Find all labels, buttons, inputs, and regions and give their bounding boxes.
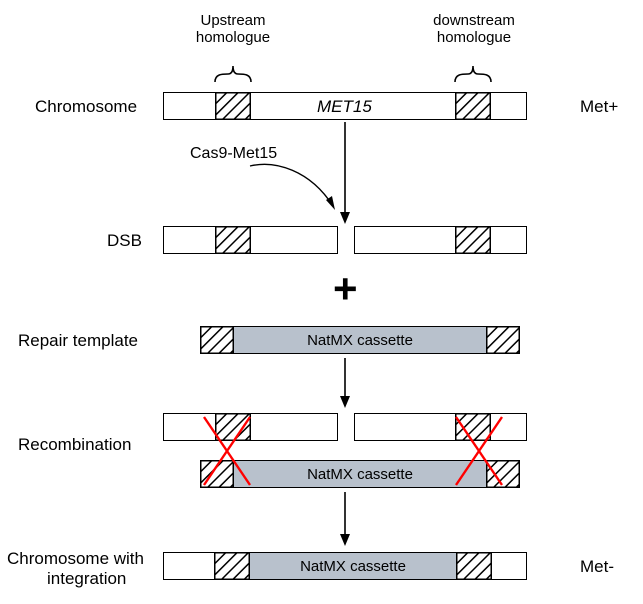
downstream-brace [454, 56, 492, 86]
final-right-flank [491, 552, 527, 580]
plus-sign: + [333, 268, 358, 310]
recombination-label: Recombination [18, 435, 131, 455]
met-plus-label: Met+ [580, 97, 618, 117]
crossover-right [450, 413, 508, 489]
arrow-to-final [335, 492, 355, 548]
cas9-label: Cas9-Met15 [190, 145, 277, 163]
dsb-right-box [354, 226, 527, 254]
chrom-integration-label-2: integration [47, 569, 126, 589]
cas9-arrow [230, 120, 410, 228]
upstream-brace [214, 56, 252, 86]
crossover-left [198, 413, 256, 489]
repair-cassette-label: NatMX cassette [307, 332, 413, 349]
recomb-cassette-label: NatMX cassette [307, 466, 413, 483]
arrow-to-recombination [335, 358, 355, 410]
chromosome-label: Chromosome [35, 97, 137, 117]
dsb-left-hatch [215, 226, 251, 254]
downstream-hatch-chromosome [455, 92, 491, 120]
downstream-homologue-label: downstream homologue [425, 12, 523, 46]
final-left-hatch [214, 552, 250, 580]
final-cassette-label: NatMX cassette [300, 558, 406, 575]
dsb-label: DSB [107, 231, 142, 251]
met15-label: MET15 [317, 97, 372, 117]
final-cassette: NatMX cassette [249, 552, 457, 580]
diagram-stage: Upstream homologue downstream homologue … [0, 0, 643, 604]
dsb-right-hatch [455, 226, 491, 254]
repair-cassette: NatMX cassette [233, 326, 487, 354]
chrom-integration-label-1: Chromosome with [7, 549, 144, 569]
recomb-cassette: NatMX cassette [233, 460, 487, 488]
upstream-hatch-chromosome [215, 92, 251, 120]
repair-template-label: Repair template [18, 331, 138, 351]
met-minus-label: Met- [580, 557, 614, 577]
repair-right-hatch [486, 326, 520, 354]
upstream-homologue-label: Upstream homologue [193, 12, 273, 46]
final-left-flank [163, 552, 215, 580]
final-right-hatch [456, 552, 492, 580]
repair-left-hatch [200, 326, 234, 354]
